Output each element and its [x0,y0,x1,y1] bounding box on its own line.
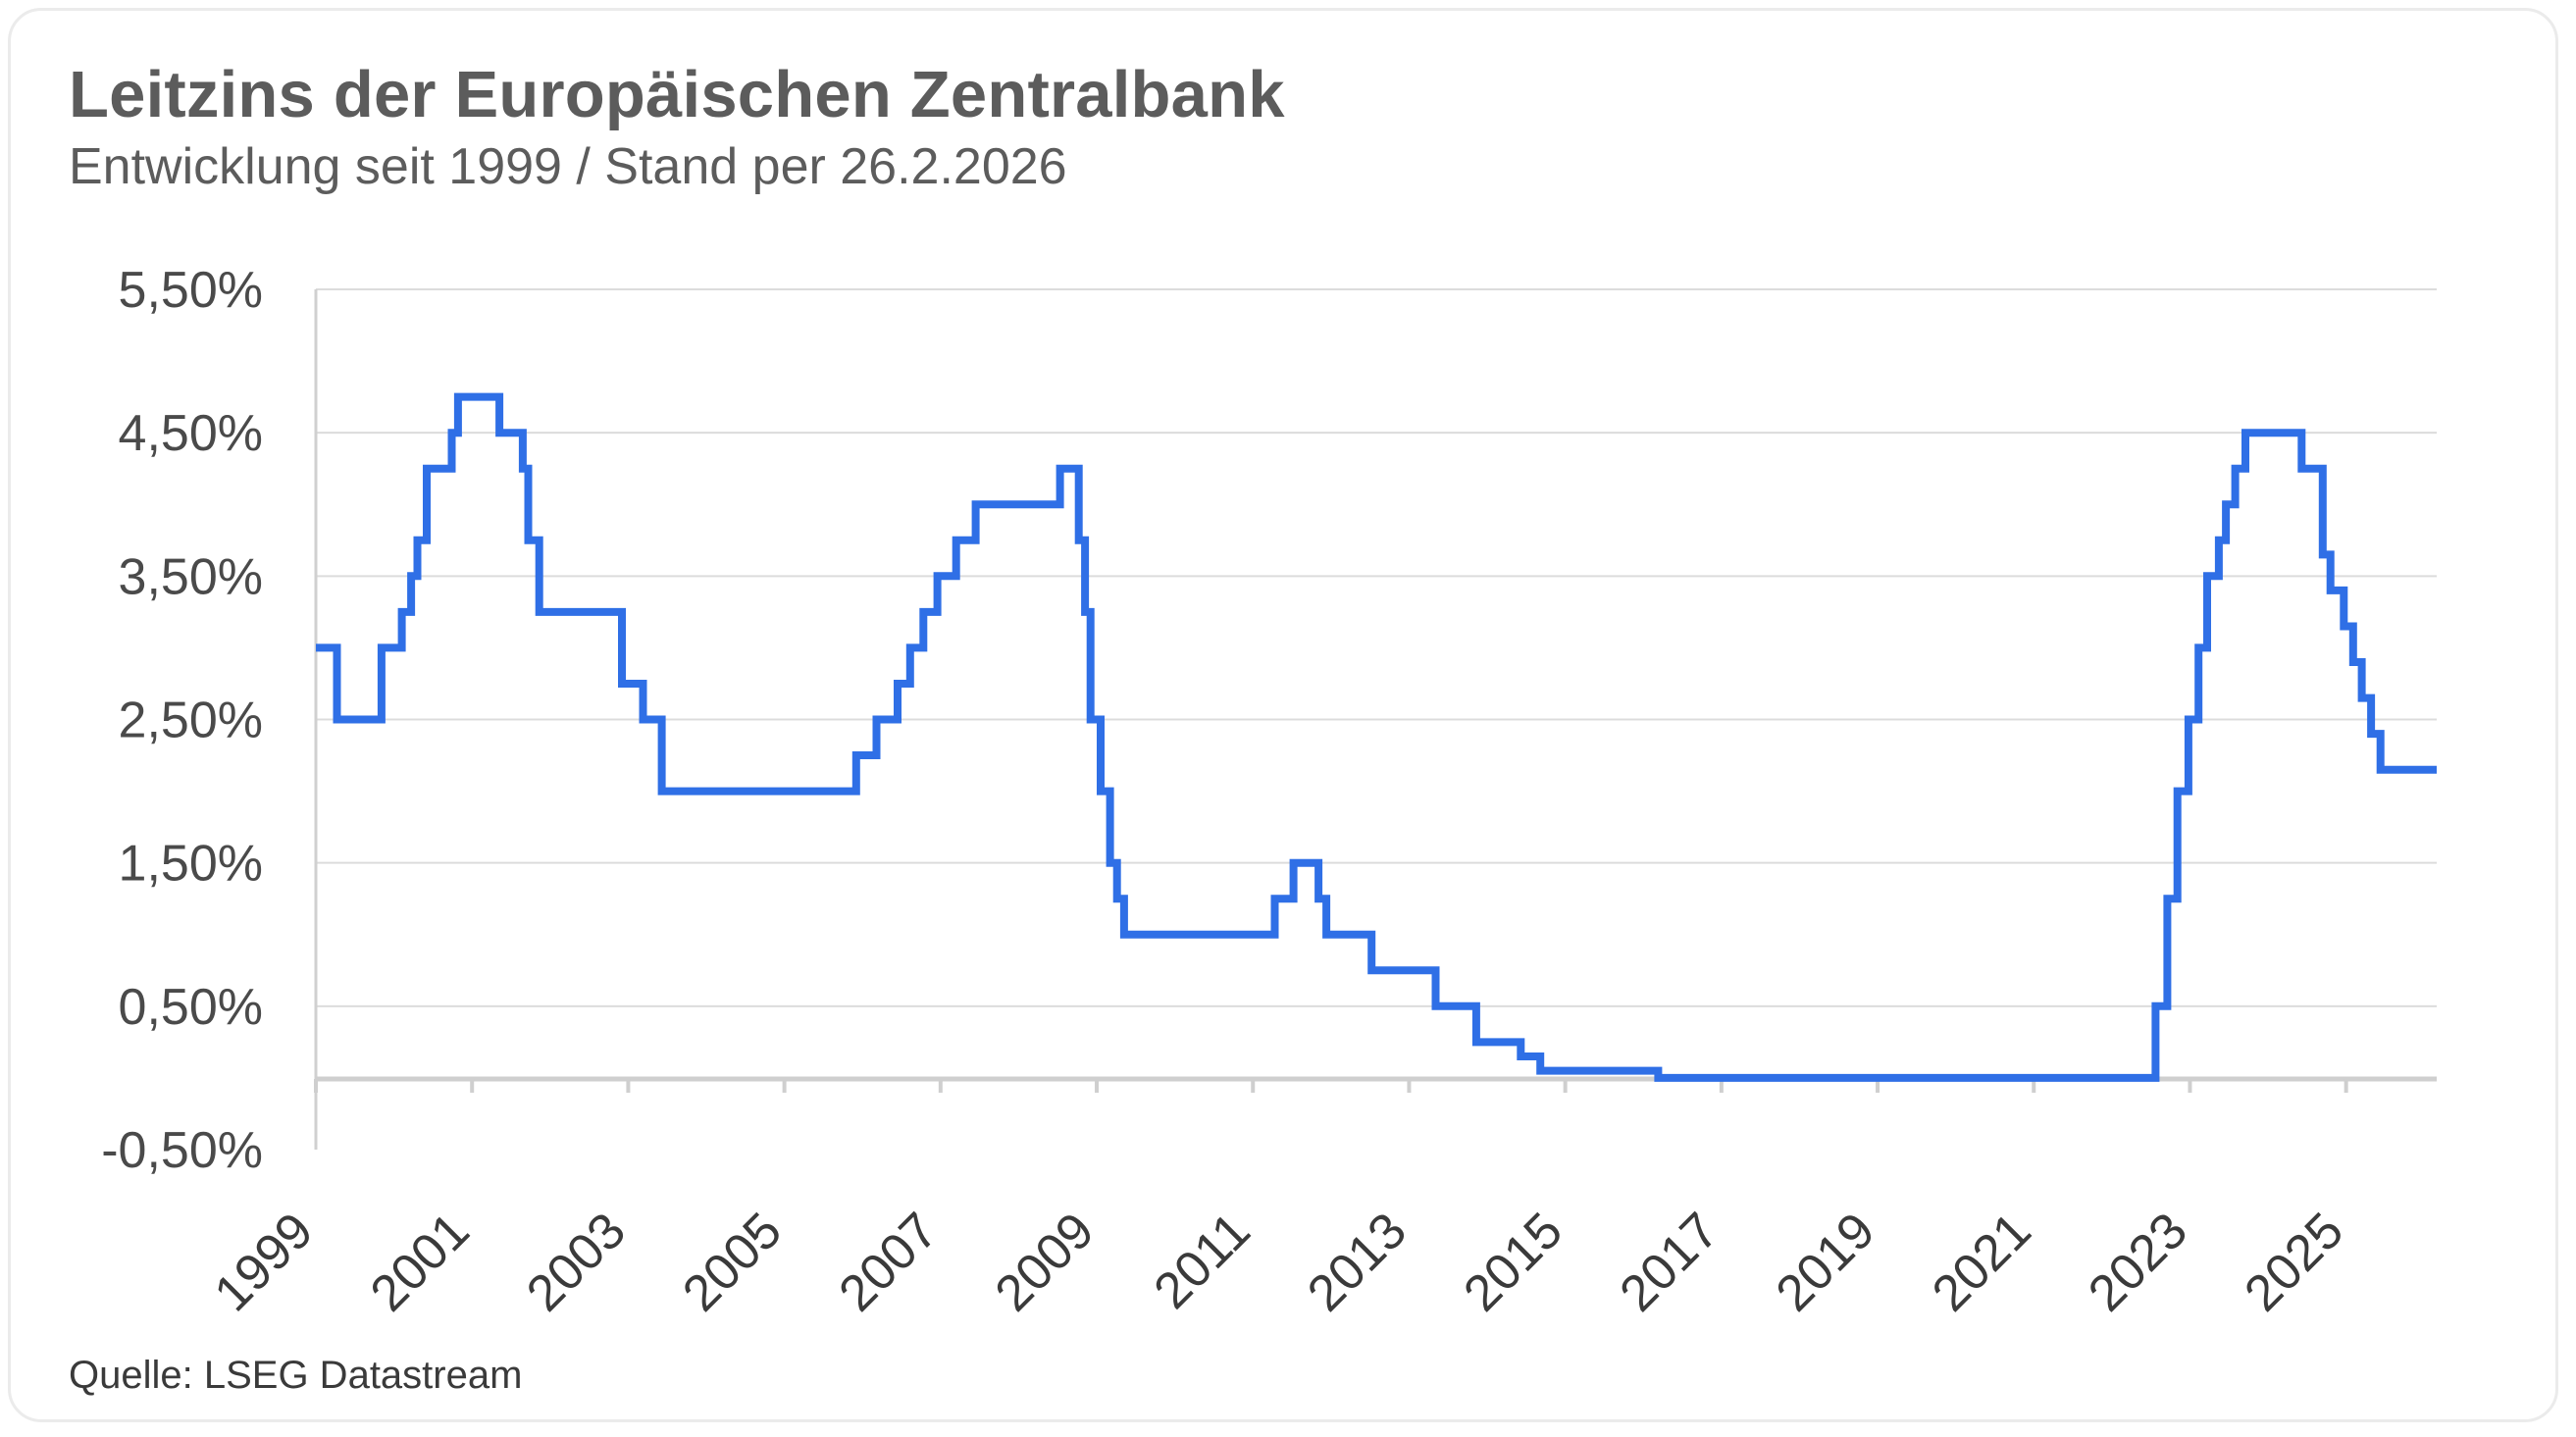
x-tick-label: 2019 [1766,1202,1886,1322]
x-tick-label: 2003 [516,1202,637,1322]
x-tick-label: 2007 [828,1202,949,1322]
source-note: Quelle: LSEG Datastream [69,1354,523,1397]
x-tick-label: 2013 [1297,1202,1417,1322]
chart-subtitle: Entwicklung seit 1999 / Stand per 26.2.2… [69,138,1067,195]
series [316,392,2437,1082]
y-tick-labels: 5,50% 4,50% 3,50% 2,50% 1,50% 0,50% -0,50% [101,262,263,1179]
x-tick-labels: 1999 2001 2003 2005 2007 2009 2011 2013 2015 2017… [204,1202,2354,1322]
x-tick-label: 2005 [672,1202,793,1322]
x-tick-label: 2017 [1610,1202,1730,1322]
x-tick-label: 2015 [1453,1202,1573,1322]
y-tick-label: 3,50% [119,548,263,605]
x-tick-label: 2001 [360,1202,481,1322]
y-tick-label: 0,50% [119,979,263,1036]
y-tick-label: 1,50% [119,836,263,893]
chart-title: Leitzins der Europäischen Zentralbank [69,58,1285,131]
y-tick-label: 4,50% [119,405,263,462]
y-tick-label: -0,50% [101,1122,263,1179]
x-tick-label: 2011 [1144,1202,1262,1319]
x-tick-label: 2021 [1922,1202,2042,1322]
y-tick-label: 2,50% [119,693,263,749]
x-tick-label: 2009 [985,1202,1106,1322]
series-line [316,392,2437,1082]
x-tick-label: 2025 [2234,1202,2354,1322]
x-tick-label: 2023 [2078,1202,2198,1322]
x-tick-label: 1999 [204,1202,325,1322]
gridlines [316,288,2437,1007]
chart-card [8,8,2558,1422]
y-tick-label: 5,50% [119,262,263,319]
